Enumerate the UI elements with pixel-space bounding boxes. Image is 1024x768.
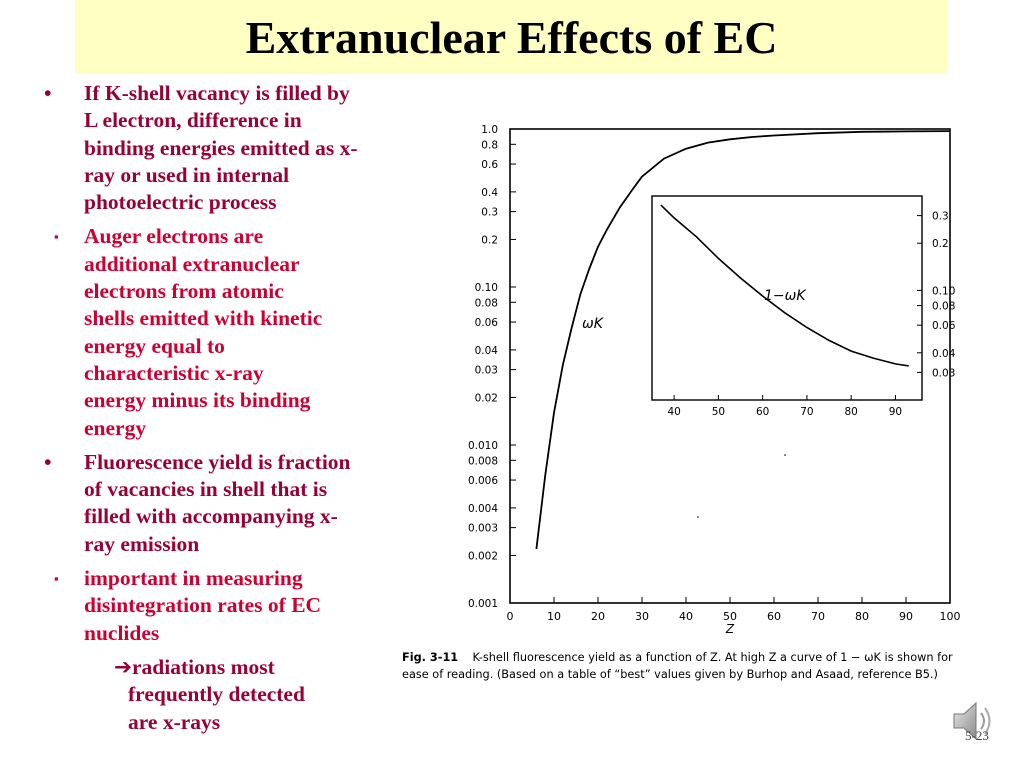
bullet-marker: • bbox=[44, 81, 52, 105]
y-tick-label: 0.08 bbox=[475, 297, 498, 309]
slide-number: 5-23 bbox=[965, 728, 989, 743]
y-tick-label: 0.3 bbox=[481, 207, 498, 219]
omega-k-label: ωK bbox=[582, 316, 605, 332]
inset-x-tick-label: 70 bbox=[800, 406, 813, 418]
x-tick-label: 20 bbox=[591, 610, 605, 623]
bullet-line: electrons from atomic bbox=[84, 279, 284, 304]
y-tick-label: 0.03 bbox=[475, 365, 498, 377]
one-minus-omega-k-label: 1−ωK bbox=[764, 288, 807, 304]
sub-bullet-important: ▪ important in measuring disintegration … bbox=[0, 565, 450, 647]
y-tick-label: 0.008 bbox=[468, 455, 498, 467]
y-tick-label: 0.04 bbox=[475, 345, 499, 357]
bullet-line: energy minus its binding bbox=[84, 388, 311, 413]
bullet-line: frequently detected bbox=[128, 682, 305, 707]
bullet-line: ➔radiations most bbox=[114, 654, 450, 681]
figure-caption: Fig. 3-11 K-shell fluorescence yield as … bbox=[402, 649, 1024, 683]
bullet-line: filled with accompanying x- bbox=[84, 504, 338, 529]
bullet-line: of vacancies in shell that is bbox=[84, 477, 328, 502]
y-tick-label: 0.8 bbox=[481, 139, 498, 151]
inset-y-tick-label: 0.2 bbox=[932, 238, 949, 250]
bullet-line: ray or used in internal bbox=[84, 162, 290, 187]
inset-y-tick-label: 0.08 bbox=[932, 301, 955, 313]
bullet-line: ray emission bbox=[84, 531, 200, 556]
sub-bullet-marker: ▪ bbox=[54, 571, 59, 587]
x-tick-label: 80 bbox=[855, 610, 869, 623]
bullet-line: additional extranuclear bbox=[84, 251, 300, 276]
x-tick-label: 10 bbox=[547, 610, 561, 623]
bullet-line: binding energies emitted as x- bbox=[84, 135, 358, 160]
fluorescence-yield-figure: 0 10 20 30 40 50 60 70 80 90 100 Z 1.0 0.8 0.6 0.4 0.3 0.… bbox=[468, 124, 961, 636]
scan-speck bbox=[784, 454, 786, 456]
x-tick-label: 40 bbox=[679, 610, 693, 623]
bullet-line: important in measuring bbox=[84, 566, 303, 591]
inset-x-tick-label: 60 bbox=[756, 406, 769, 418]
bullet-line: characteristic x-ray bbox=[84, 360, 264, 385]
y-tick-label: 0.002 bbox=[468, 550, 498, 562]
bullet-line: photoelectric process bbox=[84, 190, 277, 215]
omega-k-curve bbox=[535, 130, 951, 550]
bullet-line: L electron, difference in bbox=[84, 108, 302, 133]
bullet-line: Auger electrons are bbox=[84, 224, 264, 249]
y-tick-label: 0.2 bbox=[481, 234, 498, 246]
x-tick-label: 50 bbox=[723, 610, 737, 623]
bullet-k-shell: • If K-shell vacancy is filled by L elec… bbox=[40, 80, 450, 216]
inset-y-tick-label: 0.03 bbox=[932, 367, 955, 379]
inset-plot-frame bbox=[651, 195, 923, 401]
inset-x-tick-label: 50 bbox=[712, 406, 725, 418]
bullet-fluorescence: • Fluorescence yield is fraction of vaca… bbox=[40, 449, 450, 558]
y-tick-label: 0.02 bbox=[475, 392, 498, 404]
caption-line-1: K-shell fluorescence yield as a function… bbox=[472, 651, 953, 664]
arrow-icon: ➔ bbox=[114, 654, 133, 680]
y-tick-label: 0.06 bbox=[475, 317, 499, 329]
bullet-line: Fluorescence yield is fraction bbox=[84, 449, 351, 474]
bullet-line: nuclides bbox=[84, 620, 160, 645]
scan-speck bbox=[697, 516, 699, 518]
x-tick-label: 70 bbox=[811, 610, 825, 623]
bullet-line: disintegration rates of EC bbox=[84, 593, 322, 618]
bullet-line: If K-shell vacancy is filled by bbox=[84, 81, 350, 105]
y-tick-label: 0.10 bbox=[475, 282, 498, 294]
bullet-line: energy bbox=[84, 415, 147, 440]
sub-sub-bullet-radiations: ➔radiations most frequently detected are… bbox=[0, 654, 450, 736]
title-bar: Extranuclear Effects of EC bbox=[75, 0, 948, 74]
x-axis-label: Z bbox=[725, 622, 735, 636]
y-tick-label: 0.004 bbox=[468, 503, 498, 515]
bullet-line: are x-rays bbox=[128, 709, 221, 734]
figure-label: Fig. 3-11 bbox=[402, 651, 459, 664]
bullet-line: shells emitted with kinetic bbox=[84, 306, 323, 331]
sub-bullet-marker: ▪ bbox=[54, 229, 59, 245]
x-tick-label: 100 bbox=[940, 610, 961, 623]
x-tick-label: 90 bbox=[899, 610, 913, 623]
caption-line-2: ease of reading. (Based on a table of “b… bbox=[402, 668, 938, 681]
bullet-marker: • bbox=[44, 449, 52, 474]
sub-bullet-auger: ▪ Auger electrons are additional extranu… bbox=[0, 223, 450, 441]
one-minus-omega-k-curve bbox=[660, 204, 909, 367]
inset-y-tick-label: 0.10 bbox=[932, 285, 955, 297]
x-tick-label: 60 bbox=[767, 610, 781, 623]
bullet-text: radiations most bbox=[132, 654, 275, 679]
bullet-list: • If K-shell vacancy is filled by L elec… bbox=[40, 80, 450, 736]
bullet-line: energy equal to bbox=[84, 333, 225, 358]
x-tick-label: 30 bbox=[635, 610, 649, 623]
y-tick-label: 0.006 bbox=[468, 475, 498, 487]
speaker-icon[interactable] bbox=[948, 695, 1000, 747]
y-tick-label: 1.0 bbox=[481, 124, 498, 136]
y-tick-label: 0.003 bbox=[468, 523, 498, 535]
inset-y-tick-label: 0.3 bbox=[932, 211, 949, 223]
y-tick-label: 0.4 bbox=[481, 187, 498, 199]
y-tick-label: 0.6 bbox=[481, 159, 498, 171]
inset-y-tick-label: 0.06 bbox=[932, 320, 956, 332]
inset-x-tick-label: 90 bbox=[889, 406, 902, 418]
inset-x-tick-label: 40 bbox=[667, 406, 680, 418]
inset-x-tick-label: 80 bbox=[844, 406, 857, 418]
y-tick-label: 0.001 bbox=[468, 598, 498, 610]
slide-title: Extranuclear Effects of EC bbox=[245, 11, 778, 63]
inset-y-tick-label: 0.04 bbox=[932, 348, 956, 360]
x-tick-label: 0 bbox=[507, 610, 514, 623]
y-tick-label: 0.010 bbox=[468, 440, 498, 452]
